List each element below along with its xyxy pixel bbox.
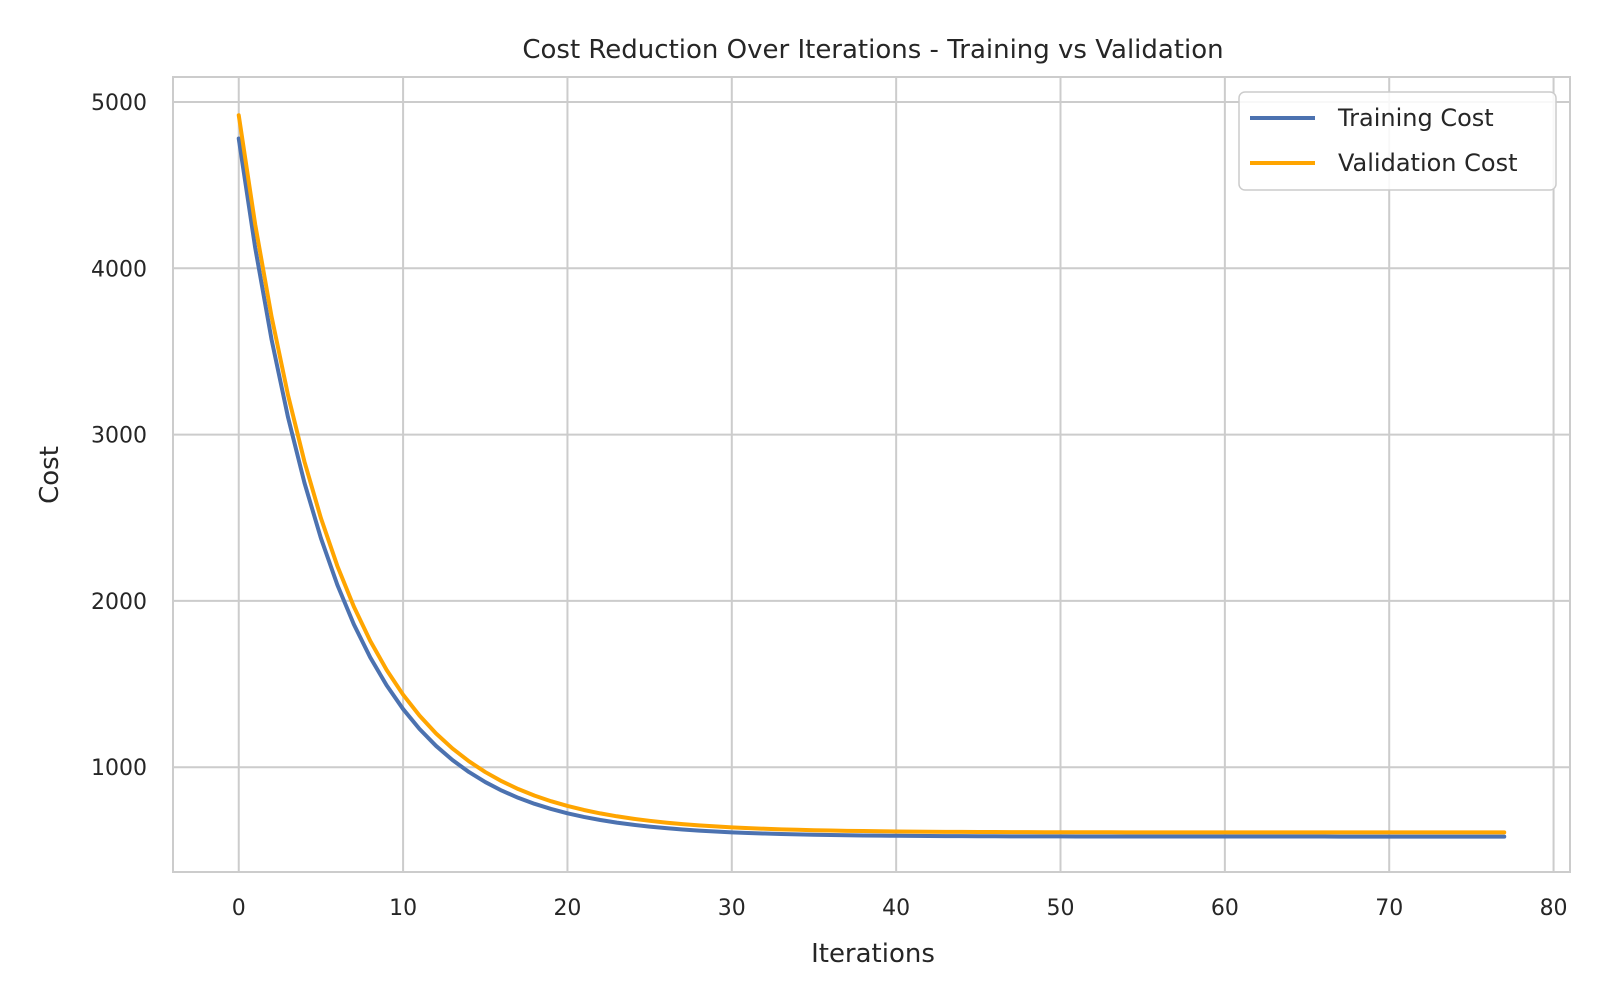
- legend-label-training: Training Cost: [1337, 104, 1494, 132]
- x-tick-label: 70: [1375, 896, 1403, 921]
- series-line-validation-cost: [236, 113, 1507, 835]
- legend-box: [1238, 91, 1557, 191]
- legend-label-validation: Validation Cost: [1338, 149, 1518, 177]
- y-axis-title: Cost: [35, 446, 65, 504]
- series-lines: [236, 113, 1507, 839]
- grid: [173, 77, 1570, 872]
- x-tick-label: 20: [553, 896, 581, 921]
- y-tick-label: 1000: [91, 756, 147, 781]
- legend: Training Cost Validation Cost: [1238, 91, 1557, 191]
- y-tick-label: 2000: [91, 590, 147, 615]
- chart-title: Cost Reduction Over Iterations - Trainin…: [522, 35, 1223, 65]
- x-tick-label: 10: [389, 896, 417, 921]
- tick-labels: 0 10 20 30 40 50 60 70 80 1000 2000 3000 4000 5000: [91, 91, 1568, 921]
- x-tick-label: 40: [882, 896, 910, 921]
- x-tick-label: 80: [1540, 896, 1568, 921]
- y-tick-label: 3000: [91, 424, 147, 449]
- series-line-training-cost: [236, 136, 1507, 839]
- plot-frame: [172, 76, 1571, 873]
- x-axis-title: Iterations: [811, 939, 935, 969]
- x-tick-label: 50: [1047, 896, 1075, 921]
- y-tick-label: 4000: [91, 257, 147, 282]
- y-tick-label: 5000: [91, 91, 147, 116]
- x-tick-label: 30: [718, 896, 746, 921]
- x-tick-label: 0: [232, 896, 246, 921]
- x-tick-label: 60: [1211, 896, 1239, 921]
